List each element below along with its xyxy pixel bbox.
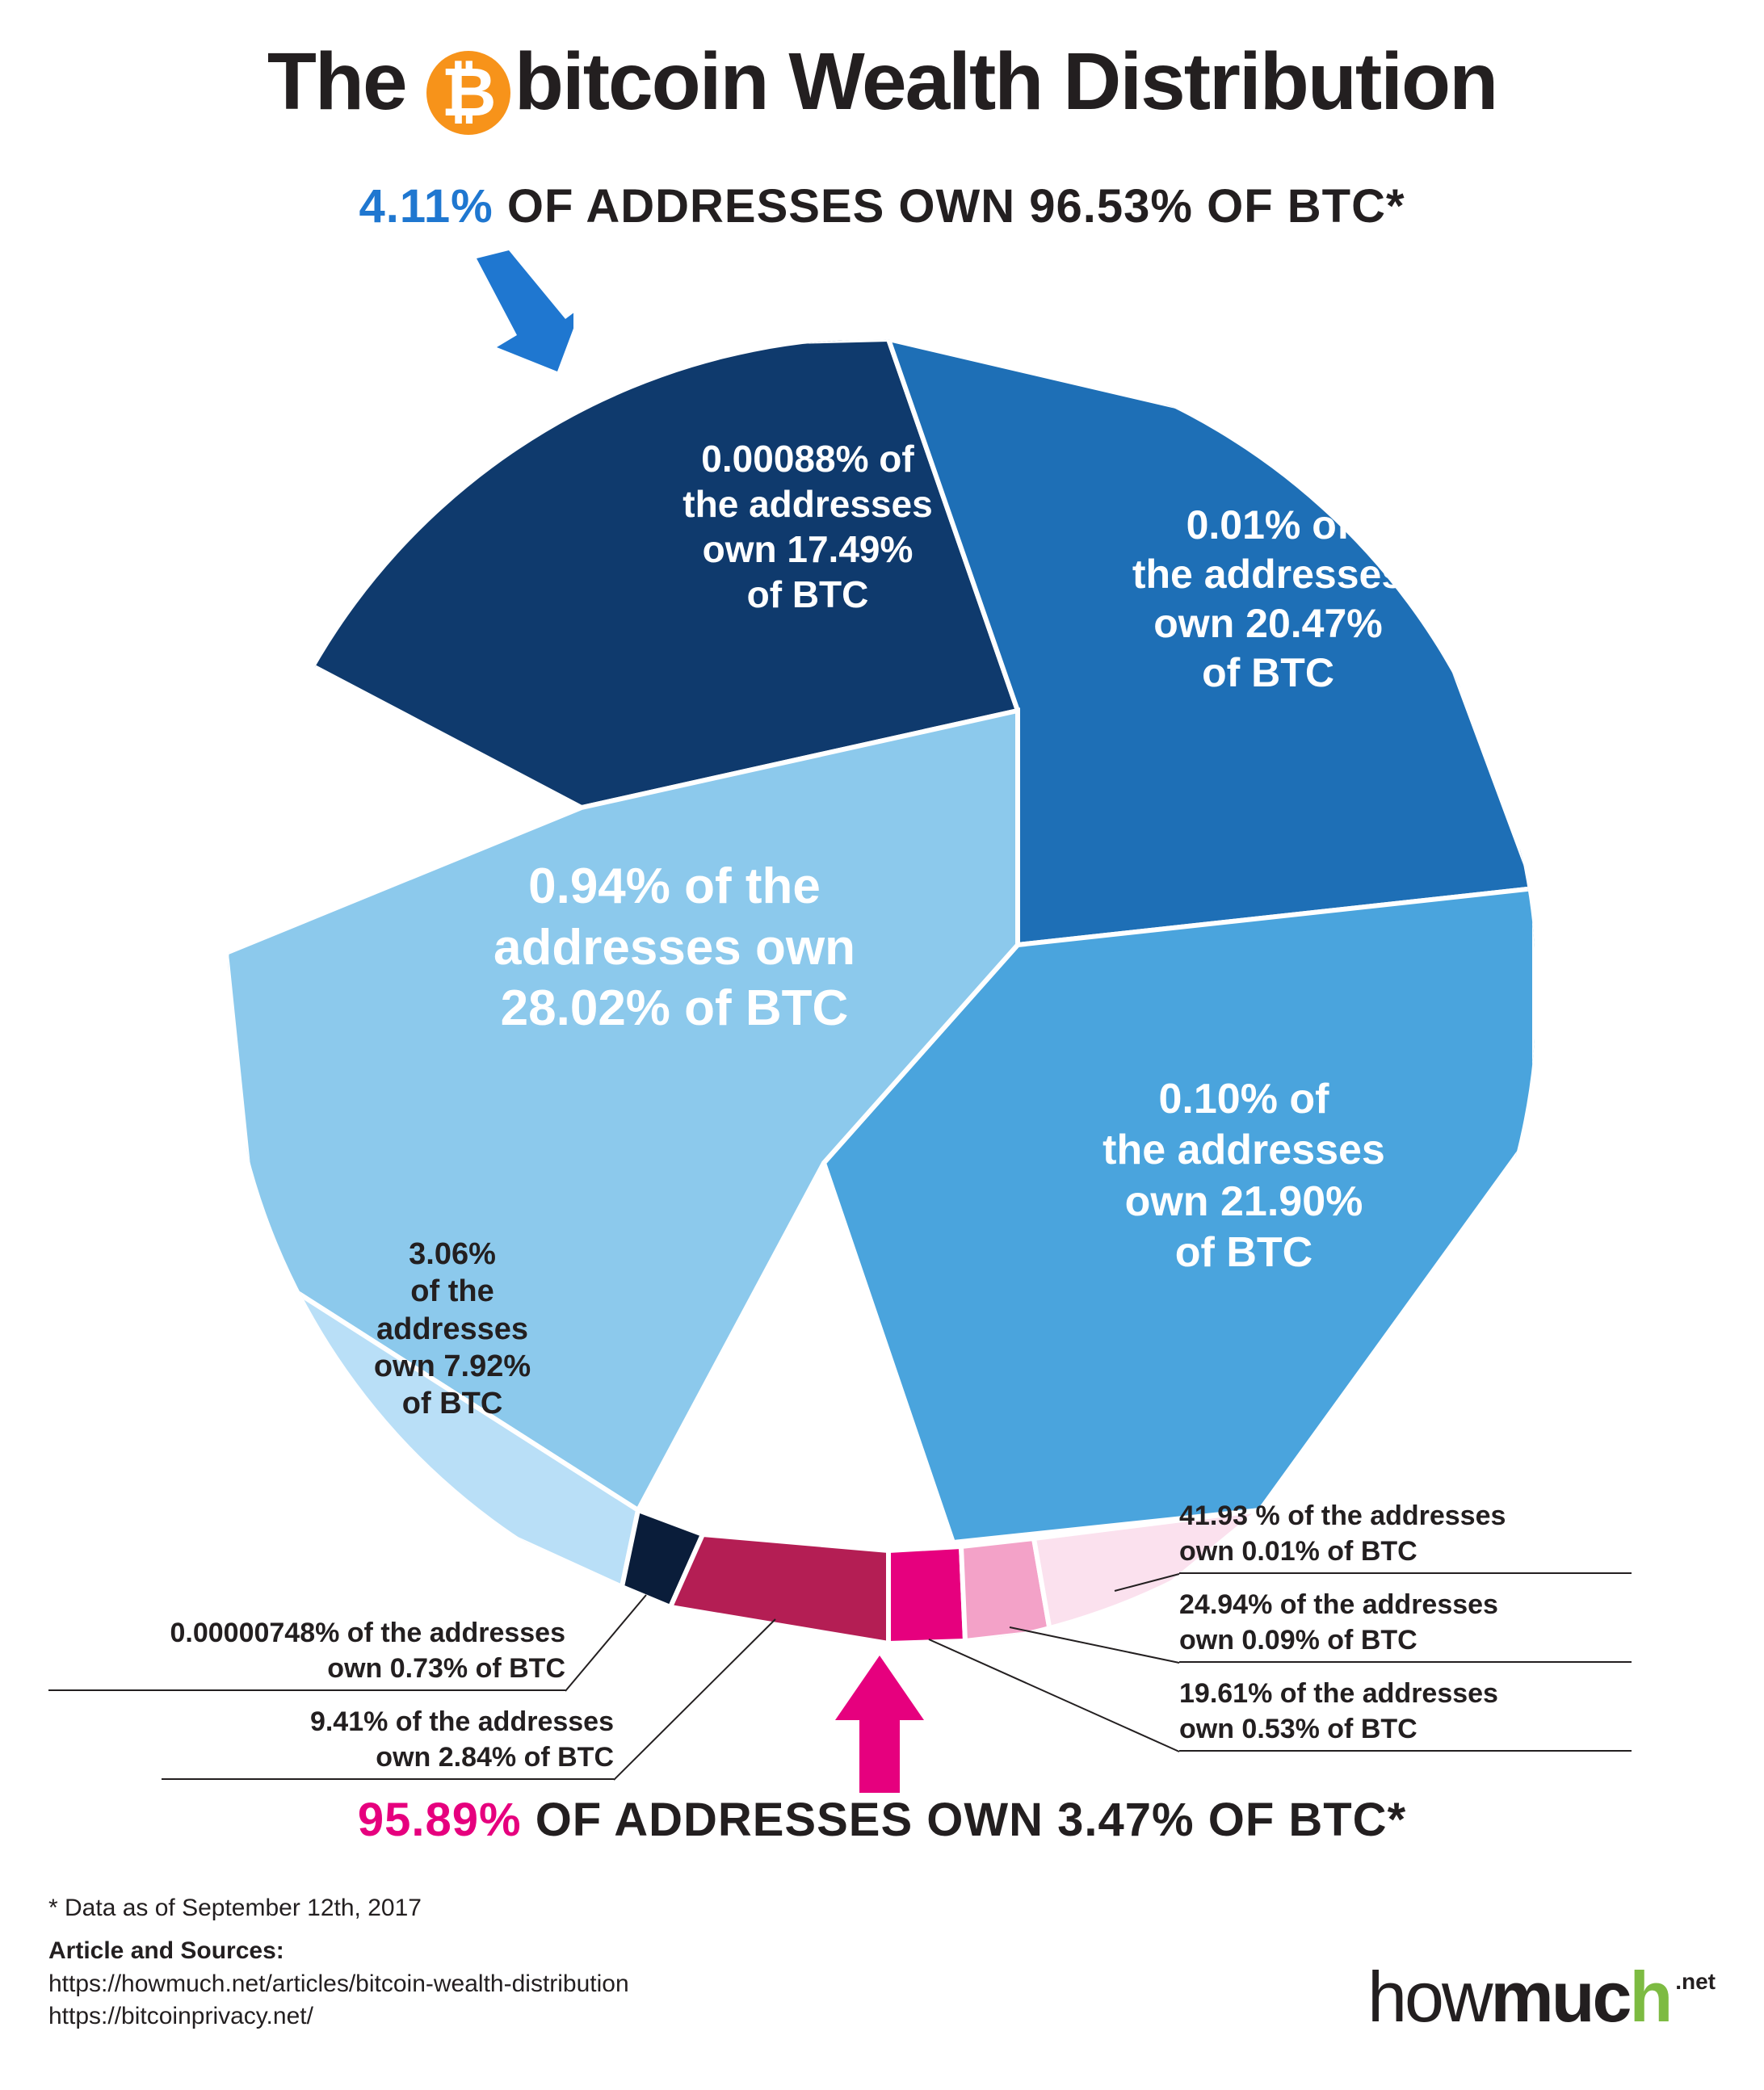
leader-c3 bbox=[929, 1639, 1179, 1752]
callout-c1: 0.00000748% of the addressesown 0.73% of… bbox=[48, 1615, 565, 1691]
callout-c2: 9.41% of the addressesown 2.84% of BTC bbox=[162, 1704, 614, 1780]
slice-label-s4: 0.94% of theaddresses own28.02% of BTC bbox=[396, 856, 953, 1039]
brand-logo: howmuch.net bbox=[1367, 1956, 1716, 2038]
slice-label-s3: 0.10% ofthe addressesown 21.90%of BTC bbox=[1042, 1074, 1446, 1279]
callout-c4: 24.94% of the addressesown 0.09% of BTC bbox=[1179, 1587, 1632, 1663]
bottom-summary-lead: 95.89% bbox=[358, 1794, 522, 1846]
sources-header: Article and Sources: bbox=[48, 1935, 629, 1968]
slice-label-s1: 0.00088% ofthe addressesown 17.49%of BTC bbox=[646, 436, 969, 617]
brand-much: much bbox=[1491, 1957, 1671, 2037]
sources-block: Article and Sources: https://howmuch.net… bbox=[48, 1935, 629, 2033]
source-link-1: https://bitcoinprivacy.net/ bbox=[48, 2000, 629, 2033]
brand-how: how bbox=[1367, 1957, 1490, 2037]
slice-label-s5: 3.06%of theaddressesown 7.92%of BTC bbox=[331, 1236, 573, 1423]
callout-c5: 41.93 % of the addressesown 0.01% of BTC bbox=[1179, 1498, 1632, 1574]
bottom-arrow-icon bbox=[827, 1656, 932, 1793]
leader-c2 bbox=[614, 1619, 775, 1780]
leader-c1 bbox=[565, 1595, 646, 1691]
callout-c3: 19.61% of the addressesown 0.53% of BTC bbox=[1179, 1676, 1632, 1752]
bottom-summary: 95.89% OF ADDRESSES OWN 3.47% OF BTC* bbox=[0, 1793, 1764, 1847]
brand-net: .net bbox=[1675, 1969, 1716, 1994]
slice-s7 bbox=[670, 1534, 888, 1643]
footnote: * Data as of September 12th, 2017 bbox=[48, 1895, 422, 1922]
bottom-summary-rest: OF ADDRESSES OWN 3.47% OF BTC* bbox=[522, 1794, 1407, 1846]
source-link-0: https://howmuch.net/articles/bitcoin-wea… bbox=[48, 1968, 629, 2001]
leader-c4 bbox=[1010, 1627, 1179, 1663]
slice-s8 bbox=[888, 1547, 965, 1643]
slice-label-s2: 0.01% ofthe addressesown 20.47%of BTC bbox=[1082, 501, 1454, 698]
footnote-text: * Data as of September 12th, 2017 bbox=[48, 1895, 422, 1921]
